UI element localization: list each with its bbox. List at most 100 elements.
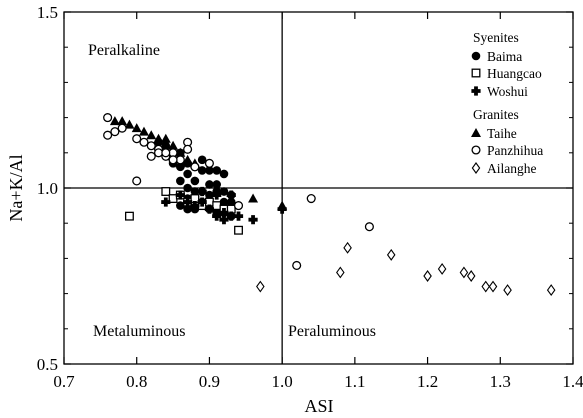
- data-point-huangcao: [161, 187, 171, 196]
- data-point-baima: [219, 187, 229, 196]
- data-point-huangcao: [168, 194, 178, 204]
- legend-label-taihe: Taihe: [487, 126, 517, 141]
- region-label-peraluminous: Peraluminous: [288, 323, 376, 340]
- data-point-baima: [183, 183, 192, 193]
- legend-marker-huangcao: [471, 68, 481, 78]
- data-point-baima: [176, 176, 185, 186]
- data-point-ailanghe: [336, 266, 345, 279]
- data-point-woshui: [219, 215, 229, 225]
- data-point-baima: [205, 190, 214, 200]
- legend: Syenites Baima Huangcao Woshui Granites …: [471, 30, 543, 176]
- data-point-ailanghe: [546, 284, 556, 297]
- legend-label-panzhihua: Panzhihua: [487, 143, 543, 158]
- data-point-taihe: [182, 154, 193, 164]
- data-point-woshui: [248, 215, 258, 225]
- data-point-panzhihua: [204, 158, 214, 168]
- y-axis-title: Na+K/Al: [6, 154, 26, 221]
- reference-lines: [64, 12, 573, 364]
- data-point-ailanghe: [459, 266, 469, 279]
- x-tick-label: 0.9: [199, 372, 220, 391]
- data-point-woshui: [212, 211, 222, 221]
- data-point-baima: [197, 155, 207, 165]
- data-point-taihe: [153, 133, 164, 143]
- data-point-panzhihua: [146, 151, 156, 161]
- legend-marker-taihe: [471, 128, 481, 137]
- data-point-woshui: [226, 190, 236, 200]
- data-point-taihe: [131, 123, 142, 133]
- data-point-panzhihua: [139, 137, 149, 147]
- data-point-taihe: [124, 119, 135, 129]
- x-tick-label: 1.3: [490, 372, 511, 391]
- data-point-taihe: [109, 116, 120, 126]
- data-point-huangcao: [124, 211, 134, 221]
- data-point-taihe: [146, 130, 157, 140]
- data-point-baima: [219, 197, 229, 207]
- data-point-panzhihua: [183, 144, 193, 154]
- data-point-woshui: [219, 208, 229, 218]
- data-point-baima: [176, 201, 185, 210]
- data-points: [103, 113, 556, 297]
- data-point-panzhihua: [364, 222, 374, 232]
- data-point-baima: [197, 166, 207, 175]
- data-point-baima: [212, 166, 221, 175]
- data-point-taihe: [138, 126, 149, 136]
- legend-label-baima: Baima: [487, 49, 522, 64]
- y-tick-label: 0.5: [37, 355, 58, 374]
- x-tick-label: 1.4: [562, 372, 583, 391]
- data-point-woshui: [161, 197, 171, 207]
- data-point-taihe: [248, 193, 259, 203]
- data-point-ailanghe: [343, 241, 352, 254]
- data-point-ailanghe: [386, 248, 396, 261]
- data-point-taihe: [160, 133, 171, 143]
- data-point-woshui: [197, 197, 207, 207]
- x-tick-label: 1.0: [272, 372, 293, 391]
- data-point-taihe: [277, 200, 288, 210]
- y-tick-label: 1.5: [37, 3, 58, 22]
- data-point-panzhihua: [233, 201, 244, 211]
- data-point-taihe: [117, 116, 128, 126]
- data-point-baima: [190, 187, 200, 196]
- data-point-panzhihua: [306, 194, 316, 204]
- data-point-panzhihua: [292, 260, 302, 270]
- legend-marker-panzhihua: [471, 145, 481, 155]
- data-point-ailanghe: [488, 280, 498, 293]
- data-point-taihe: [175, 147, 186, 157]
- data-point-panzhihua: [132, 134, 142, 144]
- data-point-ailanghe: [437, 263, 447, 275]
- legend-label-huangcao: Huangcao: [487, 66, 542, 81]
- data-point-panzhihua: [161, 148, 171, 158]
- data-point-woshui: [212, 190, 222, 200]
- data-point-huangcao: [234, 225, 243, 235]
- data-point-baima: [183, 204, 192, 214]
- data-point-ailanghe: [503, 284, 512, 297]
- data-point-panzhihua: [103, 130, 113, 140]
- data-point-taihe: [168, 140, 179, 150]
- data-point-baima: [219, 169, 229, 179]
- data-point-woshui: [204, 204, 215, 214]
- data-point-panzhihua: [110, 127, 120, 137]
- data-point-baima: [190, 176, 200, 186]
- legend-marker-ailanghe: [471, 162, 481, 174]
- region-label-metaluminous: Metaluminous: [93, 323, 185, 340]
- x-tick-label: 0.7: [53, 372, 75, 391]
- data-point-panzhihua: [168, 155, 178, 165]
- data-point-panzhihua: [190, 162, 200, 172]
- x-axis-title: ASI: [304, 396, 333, 416]
- data-point-woshui: [197, 186, 207, 197]
- legend-label-woshui: Woshui: [487, 84, 528, 99]
- data-point-baima: [212, 180, 221, 189]
- legend-label-ailanghe: Ailanghe: [487, 161, 537, 176]
- data-point-baima: [161, 141, 171, 151]
- legend-marker-baima: [471, 51, 481, 61]
- x-tick-label: 1.2: [417, 372, 438, 391]
- data-point-baima: [205, 166, 214, 175]
- data-point-ailanghe: [466, 270, 476, 282]
- legend-heading-syenites: Syenites: [473, 30, 519, 45]
- data-point-panzhihua: [103, 113, 113, 123]
- data-point-panzhihua: [132, 176, 142, 186]
- legend-marker-woshui: [471, 86, 481, 96]
- data-point-ailanghe: [423, 270, 432, 282]
- data-point-ailanghe: [256, 280, 265, 293]
- x-tick-label: 1.1: [344, 372, 365, 391]
